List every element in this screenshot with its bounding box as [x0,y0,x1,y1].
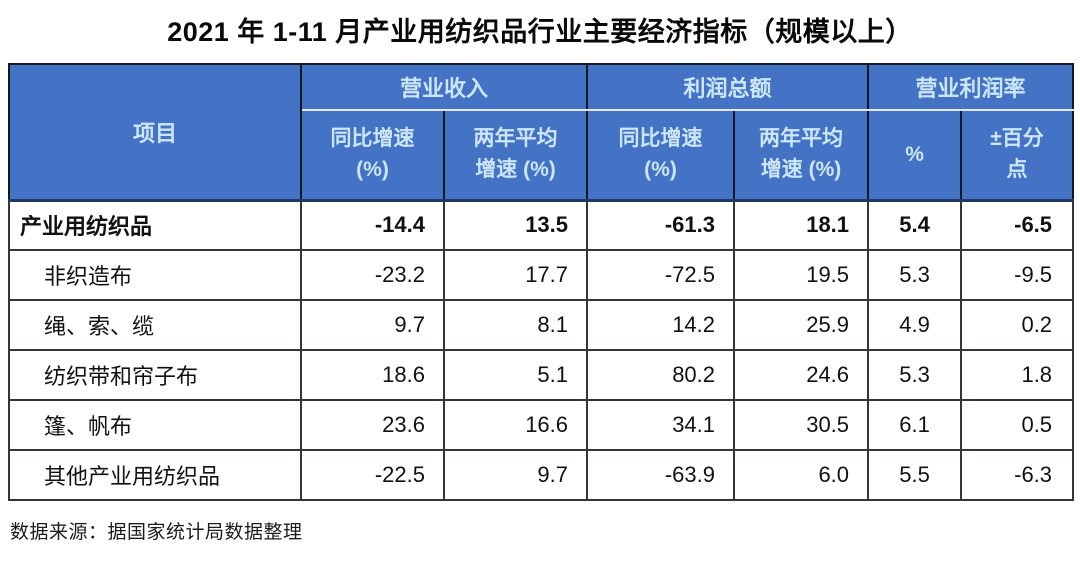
col-group-revenue: 营业收入 [299,63,589,111]
cell-value: 8.1 [442,299,589,351]
header-sub-row: 同比增速 (%) 两年平均 增速 (%) 同比增速 (%) 两年平均 增速 (%… [9,109,1075,202]
cell-value: 0.5 [960,399,1075,451]
cell-value: 9.7 [300,299,445,351]
cell-value: 9.7 [442,449,589,501]
cell-value: 6.0 [733,449,870,501]
cell-value: 23.6 [300,399,445,451]
header-line: (%) [356,157,389,181]
row-label: 产业用纺织品 [8,199,302,251]
row-label: 绳、索、缆 [8,299,302,351]
table-row: 非织造布 -23.2 17.7 -72.5 19.5 5.3 -9.5 [8,249,1075,301]
cell-value: 5.5 [867,449,963,501]
cell-value: -22.5 [300,449,445,501]
cell-value: 25.9 [733,299,870,351]
cell-value: 6.1 [867,399,963,451]
header-line: % [905,142,924,166]
cell-value: -63.9 [586,449,736,501]
col-header-margin-pp: ±百分 点 [960,109,1075,202]
cell-value: 30.5 [733,399,870,451]
header-line: ±百分 [990,127,1044,151]
cell-value: 80.2 [586,349,736,401]
cell-value: -6.5 [960,199,1075,251]
row-label: 其他产业用纺织品 [8,449,302,501]
header-line: 增速 (%) [475,157,556,181]
source-note: 数据来源：据国家统计局数据整理 [10,522,303,543]
cell-value: -9.5 [960,249,1075,301]
cell-value: 16.6 [442,399,589,451]
cell-value: 18.6 [300,349,445,401]
cell-value: 13.5 [442,199,589,251]
cell-value: 19.5 [733,249,870,301]
table-row: 其他产业用纺织品 -22.5 9.7 -63.9 6.0 5.5 -6.3 [8,449,1075,501]
col-group-profit: 利润总额 [586,63,870,111]
cell-value: 17.7 [442,249,589,301]
header-line: 点 [1006,157,1028,181]
table-row: 绳、索、缆 9.7 8.1 14.2 25.9 4.9 0.2 [8,299,1075,351]
col-header-item: 项目 [8,63,302,202]
cell-value: 24.6 [733,349,870,401]
cell-value: 18.1 [733,199,870,251]
header-line: 两年平均 [473,127,558,151]
header-line: 增速 (%) [760,157,842,181]
cell-value: 0.2 [960,299,1075,351]
cell-value: 34.1 [586,399,736,451]
cell-value: 4.9 [867,299,963,351]
header-line: 同比增速 [330,127,415,151]
table-row: 篷、帆布 23.6 16.6 34.1 30.5 6.1 0.5 [8,399,1075,451]
page-title: 2021 年 1-11 月产业用纺织品行业主要经济指标（规模以上） [167,17,913,47]
col-header-profit-yoy: 同比增速 (%) [586,109,736,202]
col-header-margin-pct: % [867,109,963,202]
stats-table: 项目 营业收入 利润总额 营业利润率 同比增速 (%) 两年平均 增速 (%) … [8,63,1075,501]
header-line: (%) [644,157,677,181]
cell-value: 5.3 [867,349,963,401]
cell-value: -61.3 [586,199,736,251]
table-row: 纺织带和帘子布 18.6 5.1 80.2 24.6 5.3 1.8 [8,349,1075,401]
col-header-profit-2yr-avg: 两年平均 增速 (%) [733,109,870,202]
cell-value: 1.8 [960,349,1075,401]
table-header: 项目 营业收入 利润总额 营业利润率 同比增速 (%) 两年平均 增速 (%) … [8,63,1075,202]
row-label: 纺织带和帘子布 [8,349,302,401]
table-row-total: 产业用纺织品 -14.4 13.5 -61.3 18.1 5.4 -6.5 [8,199,1075,251]
row-label: 篷、帆布 [8,399,302,451]
cell-value: -14.4 [300,199,445,251]
row-label: 非织造布 [8,249,302,301]
col-header-revenue-2yr-avg: 两年平均 增速 (%) [442,109,589,202]
cell-value: -6.3 [960,449,1075,501]
header-line: 同比增速 [618,127,703,151]
header-group-row: 项目 营业收入 利润总额 营业利润率 [8,63,1075,202]
col-group-margin: 营业利润率 [867,63,1075,111]
cell-value: -23.2 [300,249,445,301]
cell-value: -72.5 [586,249,736,301]
header-line: 两年平均 [759,127,844,151]
col-header-revenue-yoy: 同比增速 (%) [300,109,445,202]
cell-value: 5.1 [442,349,589,401]
cell-value: 14.2 [586,299,736,351]
cell-value: 5.4 [867,199,963,251]
cell-value: 5.3 [867,249,963,301]
table-body: 产业用纺织品 -14.4 13.5 -61.3 18.1 5.4 -6.5 非织… [8,199,1075,501]
